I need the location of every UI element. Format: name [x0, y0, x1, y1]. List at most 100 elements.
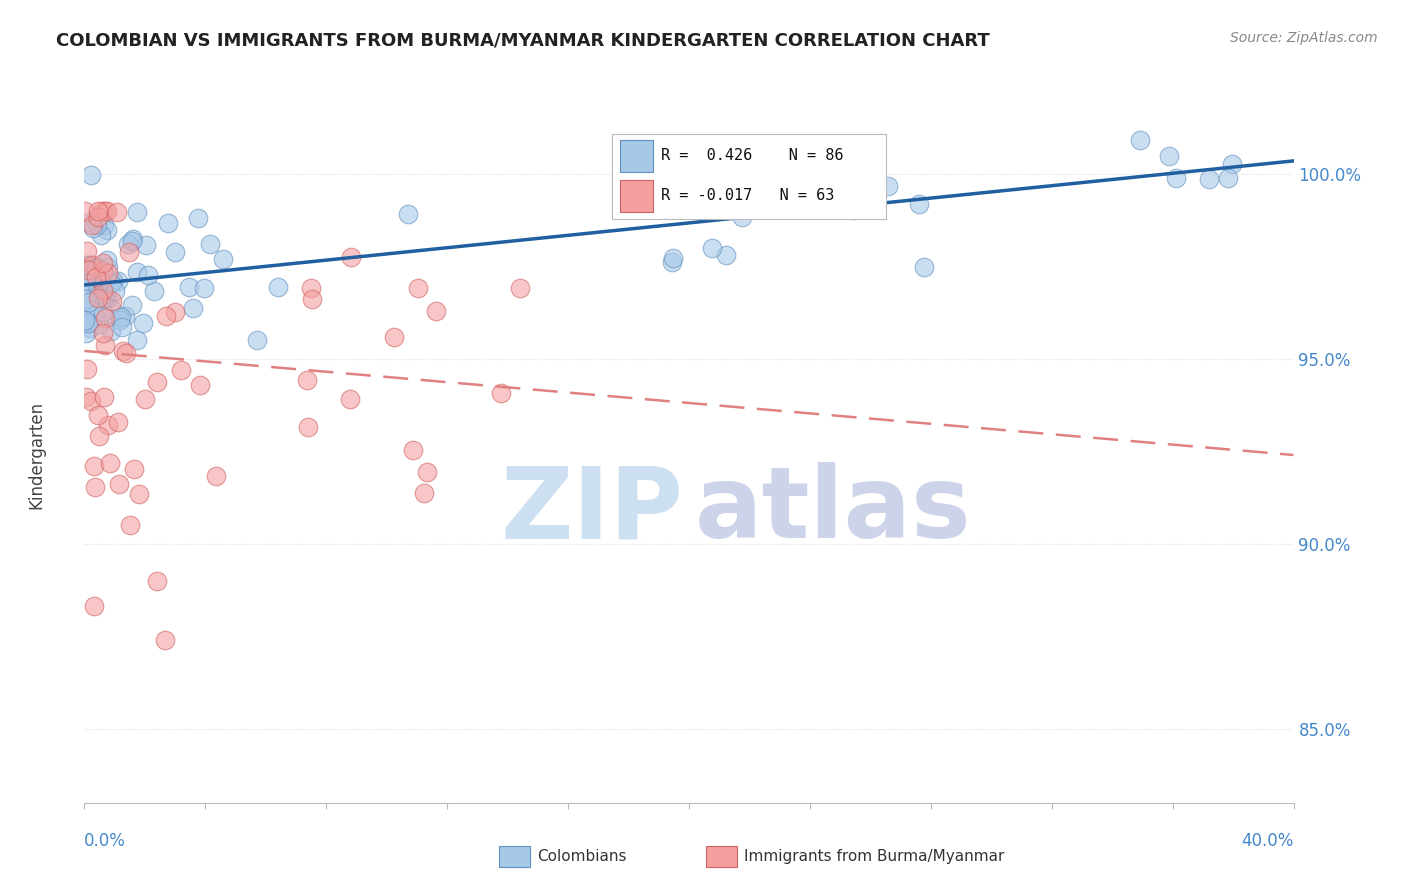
Point — [489, 386, 512, 401]
Point — [838, 140, 860, 154]
Point — [121, 234, 143, 248]
Point — [90, 203, 112, 218]
Point — [114, 309, 136, 323]
Point — [89, 286, 111, 301]
Point — [877, 179, 900, 194]
Point — [82, 220, 104, 235]
Point — [108, 312, 131, 326]
Point — [107, 415, 129, 429]
Point — [84, 260, 107, 275]
Point — [110, 320, 132, 334]
Point — [75, 326, 97, 341]
Point — [416, 465, 439, 479]
Point — [146, 375, 169, 389]
Point — [155, 309, 177, 323]
Point — [91, 256, 114, 270]
Point — [297, 420, 319, 434]
Point — [96, 291, 118, 305]
Point — [93, 219, 115, 233]
Point — [188, 377, 211, 392]
Point — [700, 241, 723, 255]
Point — [98, 456, 121, 470]
Point — [295, 373, 318, 387]
Text: COLOMBIAN VS IMMIGRANTS FROM BURMA/MYANMAR KINDERGARTEN CORRELATION CHART: COLOMBIAN VS IMMIGRANTS FROM BURMA/MYANM… — [56, 31, 990, 49]
Point — [107, 477, 129, 491]
Point — [117, 237, 139, 252]
Point — [730, 210, 752, 224]
Point — [340, 250, 363, 264]
Text: Kindergarten: Kindergarten — [27, 401, 45, 509]
Point — [82, 218, 104, 232]
Point — [714, 248, 737, 262]
Point — [73, 274, 96, 288]
Text: Source: ZipAtlas.com: Source: ZipAtlas.com — [1230, 31, 1378, 45]
Point — [135, 238, 157, 252]
Point — [177, 280, 200, 294]
Point — [87, 317, 110, 331]
Point — [101, 301, 124, 316]
Point — [127, 265, 149, 279]
Point — [681, 161, 703, 176]
Point — [136, 268, 159, 282]
Point — [204, 468, 226, 483]
Point — [83, 599, 105, 613]
Text: 0.0%: 0.0% — [84, 832, 127, 850]
Point — [76, 361, 98, 376]
Point — [83, 480, 105, 494]
Point — [841, 203, 863, 218]
Point — [396, 207, 419, 221]
Point — [1129, 133, 1152, 147]
Point — [115, 346, 138, 360]
Point — [75, 265, 97, 279]
Point — [75, 390, 97, 404]
Point — [662, 251, 685, 265]
Point — [1218, 170, 1240, 185]
Point — [299, 280, 322, 294]
Point — [339, 392, 361, 406]
Point — [77, 258, 100, 272]
Point — [80, 258, 103, 272]
Point — [97, 260, 120, 274]
Point — [134, 392, 156, 407]
Point — [91, 305, 114, 319]
Point — [80, 394, 103, 409]
Point — [187, 211, 209, 226]
Point — [122, 461, 145, 475]
Point — [121, 298, 143, 312]
Point — [117, 245, 139, 260]
Point — [76, 244, 98, 258]
Point — [1157, 149, 1180, 163]
Point — [132, 316, 155, 330]
Point — [96, 203, 118, 218]
Point — [408, 281, 430, 295]
Point — [93, 283, 115, 297]
Point — [157, 216, 180, 230]
Point — [87, 210, 110, 224]
Point — [301, 292, 323, 306]
Point — [93, 291, 115, 305]
Point — [104, 284, 127, 298]
Point — [170, 363, 193, 377]
Point — [103, 274, 125, 288]
Point — [122, 232, 145, 246]
Point — [142, 285, 165, 299]
Text: Immigrants from Burma/Myanmar: Immigrants from Burma/Myanmar — [744, 849, 1004, 863]
Point — [79, 320, 101, 334]
Point — [86, 219, 108, 233]
Point — [105, 205, 128, 219]
Bar — [620, 140, 652, 172]
Point — [97, 266, 120, 280]
Point — [93, 288, 115, 302]
Point — [830, 181, 852, 195]
Point — [382, 330, 405, 344]
Point — [1198, 171, 1220, 186]
Point — [110, 310, 132, 324]
Point — [94, 287, 117, 301]
Point — [107, 274, 129, 288]
Point — [97, 418, 120, 433]
Point — [80, 303, 103, 318]
Point — [198, 237, 221, 252]
Point — [90, 227, 112, 242]
Point — [912, 260, 935, 274]
Point — [86, 260, 108, 274]
